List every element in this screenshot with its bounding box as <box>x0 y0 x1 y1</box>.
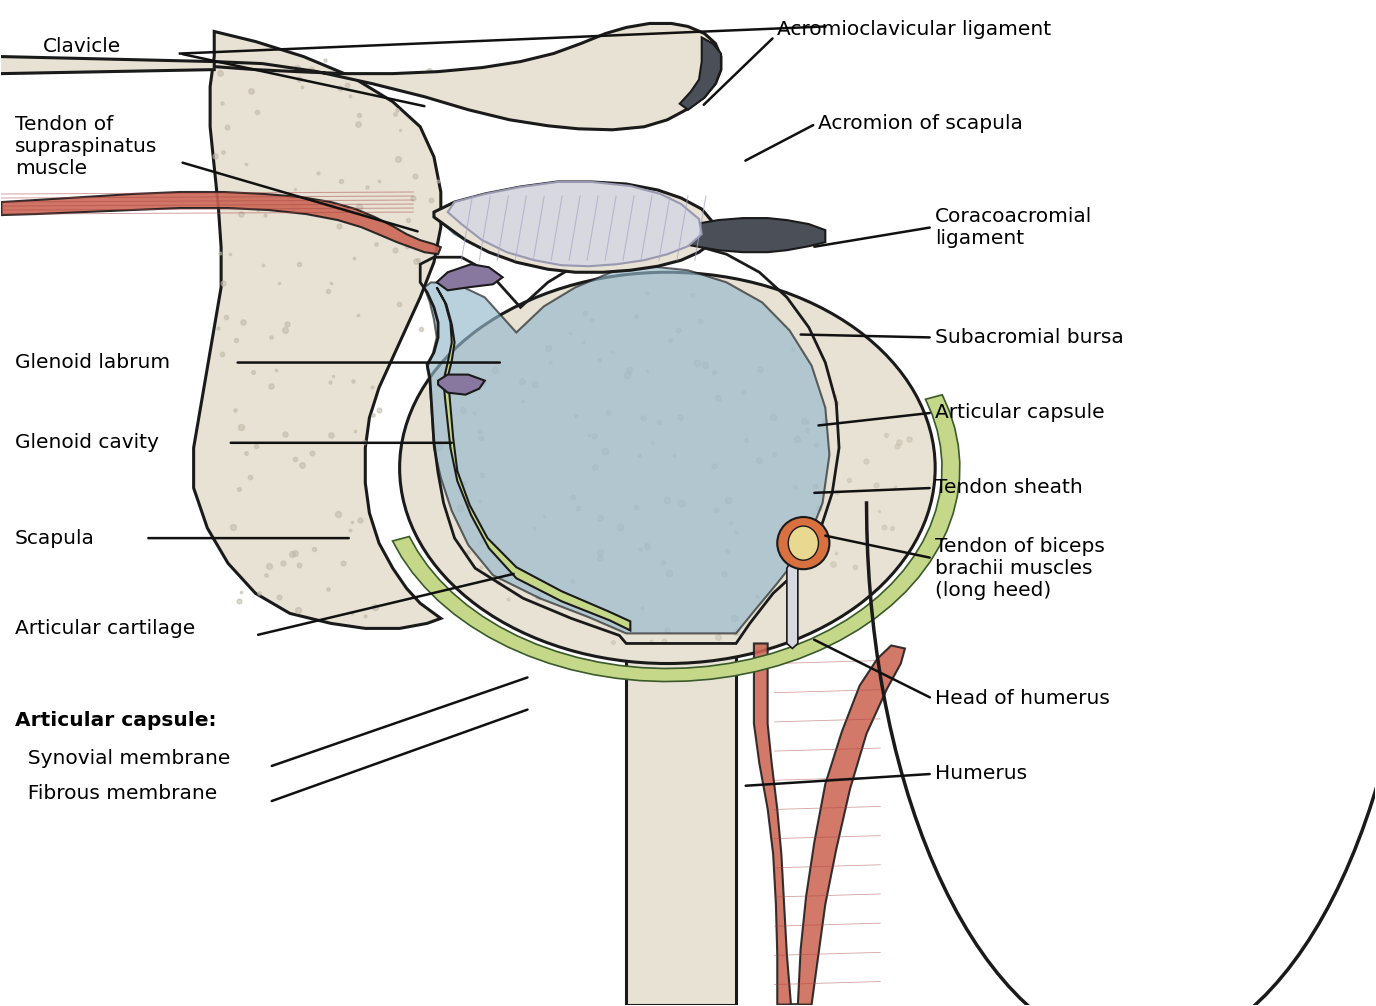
Polygon shape <box>392 394 960 681</box>
Text: Humerus: Humerus <box>936 765 1028 784</box>
Text: Articular capsule:: Articular capsule: <box>15 711 216 730</box>
Polygon shape <box>626 649 736 1005</box>
Text: Tendon sheath: Tendon sheath <box>936 479 1083 497</box>
Polygon shape <box>674 218 826 253</box>
Text: Tendon of
supraspinatus
muscle: Tendon of supraspinatus muscle <box>15 116 157 178</box>
Polygon shape <box>1 192 440 255</box>
Text: Glenoid cavity: Glenoid cavity <box>15 434 160 453</box>
Text: Clavicle: Clavicle <box>43 37 121 56</box>
Text: Subacromial bursa: Subacromial bursa <box>936 328 1124 347</box>
Polygon shape <box>433 182 713 273</box>
Text: Acromioclavicular ligament: Acromioclavicular ligament <box>777 20 1051 39</box>
Polygon shape <box>447 182 702 267</box>
Polygon shape <box>436 288 630 631</box>
Text: Head of humerus: Head of humerus <box>936 689 1110 708</box>
Text: Synovial membrane: Synovial membrane <box>15 749 231 769</box>
Text: Articular capsule: Articular capsule <box>936 403 1105 423</box>
Text: Coracoacromial
ligament: Coracoacromial ligament <box>936 206 1093 247</box>
Polygon shape <box>436 265 502 291</box>
Text: Articular cartilage: Articular cartilage <box>15 619 195 638</box>
Polygon shape <box>215 23 721 130</box>
Polygon shape <box>754 644 905 1005</box>
Polygon shape <box>438 374 484 394</box>
Text: Glenoid labrum: Glenoid labrum <box>15 353 171 372</box>
Polygon shape <box>194 31 440 629</box>
Polygon shape <box>424 267 830 634</box>
Polygon shape <box>443 217 709 270</box>
Polygon shape <box>680 37 721 110</box>
Text: Tendon of biceps
brachii muscles
(long heed): Tendon of biceps brachii muscles (long h… <box>936 537 1105 600</box>
Text: Fibrous membrane: Fibrous membrane <box>15 785 217 804</box>
Ellipse shape <box>777 517 830 569</box>
Text: Scapula: Scapula <box>15 528 95 547</box>
Polygon shape <box>787 563 798 649</box>
Ellipse shape <box>788 526 819 560</box>
Circle shape <box>399 273 936 664</box>
Text: Acromion of scapula: Acromion of scapula <box>819 115 1024 133</box>
